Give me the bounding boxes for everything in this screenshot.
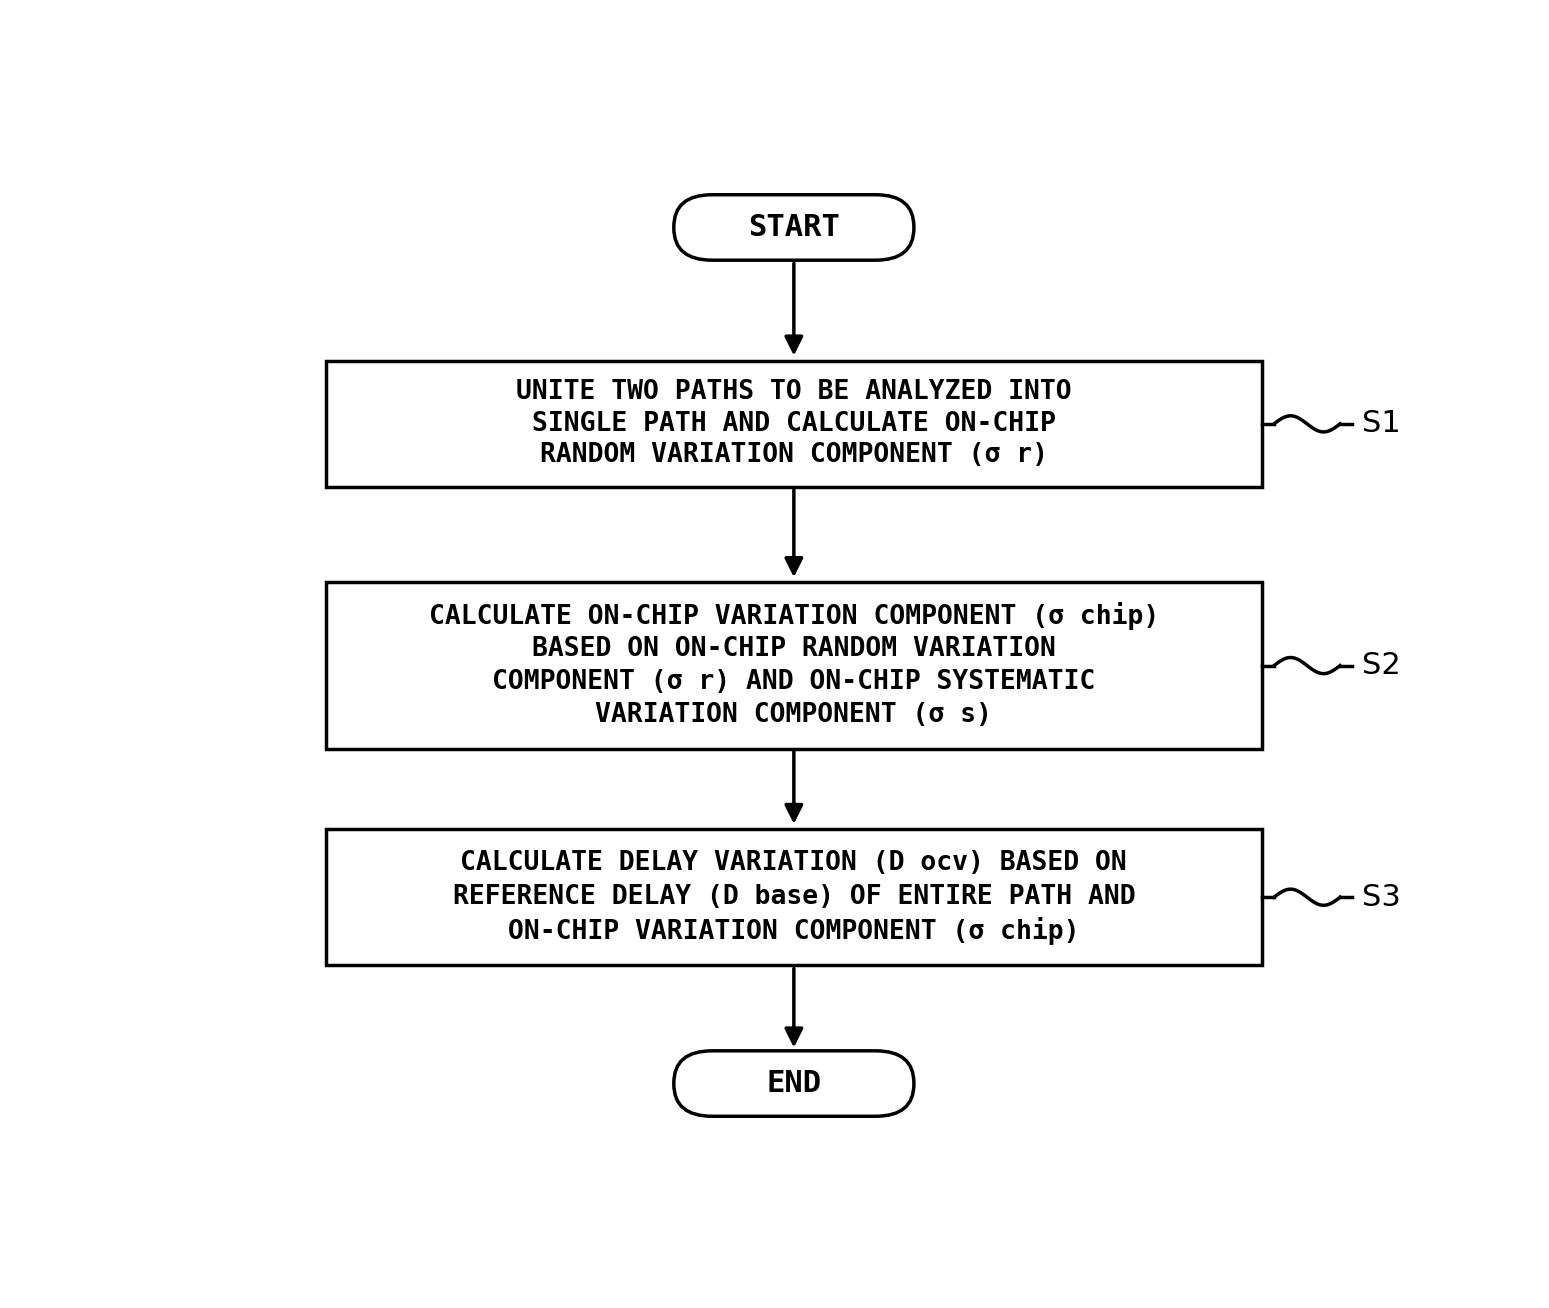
Bar	[325, 361, 1262, 487]
FancyBboxPatch shape	[674, 195, 914, 260]
Text: START: START	[748, 213, 840, 242]
Text: RANDOM VARIATION COMPONENT (σ r): RANDOM VARIATION COMPONENT (σ r)	[541, 442, 1047, 468]
Text: S2: S2	[1362, 651, 1400, 680]
Text: CALCULATE ON-CHIP VARIATION COMPONENT (σ chip): CALCULATE ON-CHIP VARIATION COMPONENT (σ…	[429, 602, 1159, 629]
Text: S3: S3	[1362, 883, 1400, 912]
Text: ON-CHIP VARIATION COMPONENT (σ chip): ON-CHIP VARIATION COMPONENT (σ chip)	[508, 917, 1080, 946]
Text: COMPONENT (σ r) AND ON-CHIP SYSTEMATIC: COMPONENT (σ r) AND ON-CHIP SYSTEMATIC	[493, 670, 1095, 695]
Text: REFERENCE DELAY (D base) OF ENTIRE PATH AND: REFERENCE DELAY (D base) OF ENTIRE PATH …	[452, 884, 1135, 910]
Text: CALCULATE DELAY VARIATION (D ocv) BASED ON: CALCULATE DELAY VARIATION (D ocv) BASED …	[460, 850, 1128, 876]
Bar	[325, 582, 1262, 748]
Text: END: END	[767, 1069, 821, 1097]
Text: S1: S1	[1362, 409, 1400, 438]
Text: SINGLE PATH AND CALCULATE ON-CHIP: SINGLE PATH AND CALCULATE ON-CHIP	[531, 411, 1056, 437]
Text: BASED ON ON-CHIP RANDOM VARIATION: BASED ON ON-CHIP RANDOM VARIATION	[531, 636, 1056, 662]
Bar	[325, 829, 1262, 965]
Text: VARIATION COMPONENT (σ s): VARIATION COMPONENT (σ s)	[595, 702, 993, 729]
Text: UNITE TWO PATHS TO BE ANALYZED INTO: UNITE TWO PATHS TO BE ANALYZED INTO	[516, 379, 1072, 405]
FancyBboxPatch shape	[674, 1050, 914, 1116]
